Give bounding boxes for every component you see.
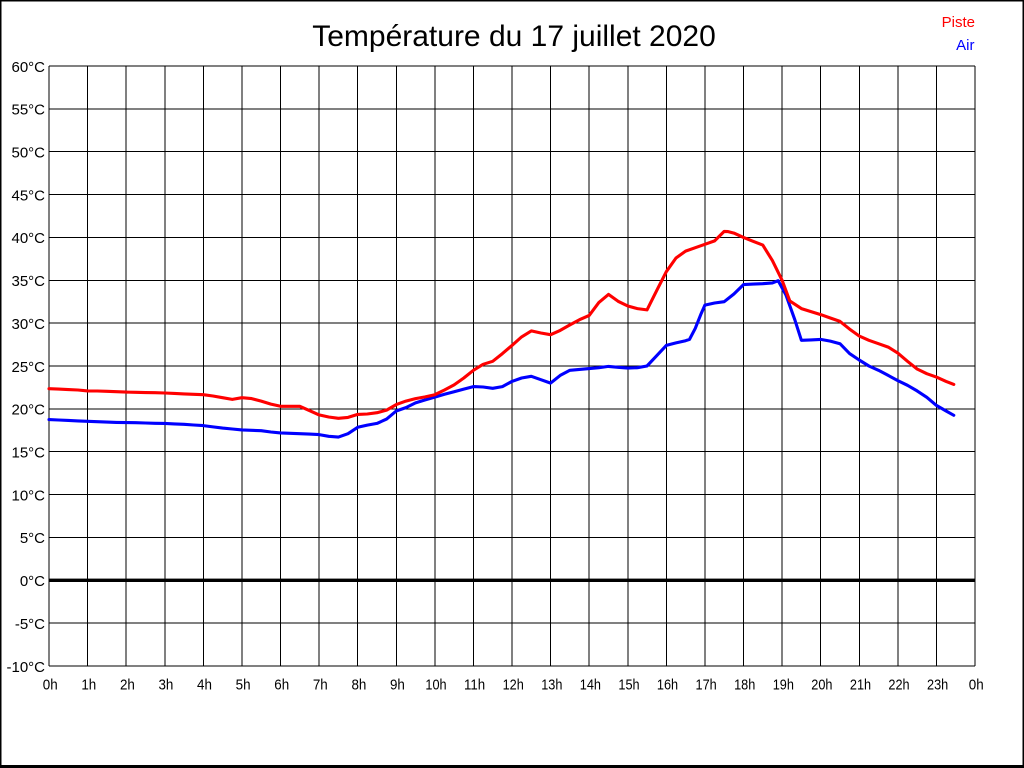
svg-text:16h: 16h bbox=[657, 676, 678, 693]
svg-text:-5°C: -5°C bbox=[15, 616, 45, 633]
svg-text:0°C: 0°C bbox=[20, 573, 45, 590]
svg-text:4h: 4h bbox=[197, 676, 212, 693]
svg-text:18h: 18h bbox=[734, 676, 755, 693]
svg-text:45°C: 45°C bbox=[11, 187, 45, 204]
svg-text:3h: 3h bbox=[158, 676, 173, 693]
svg-text:10h: 10h bbox=[425, 676, 446, 693]
svg-text:50°C: 50°C bbox=[11, 145, 45, 162]
svg-text:21h: 21h bbox=[850, 676, 871, 693]
svg-text:19h: 19h bbox=[773, 676, 794, 693]
svg-text:20h: 20h bbox=[811, 676, 832, 693]
svg-text:8h: 8h bbox=[351, 676, 366, 693]
svg-text:17h: 17h bbox=[696, 676, 717, 693]
svg-text:15°C: 15°C bbox=[11, 445, 45, 462]
svg-text:1h: 1h bbox=[81, 676, 96, 693]
svg-text:Air: Air bbox=[956, 37, 974, 54]
svg-text:11h: 11h bbox=[464, 676, 485, 693]
svg-text:55°C: 55°C bbox=[11, 102, 45, 119]
svg-text:0h: 0h bbox=[43, 676, 58, 693]
svg-text:25°C: 25°C bbox=[11, 359, 45, 376]
svg-text:Température du 17 juillet 2020: Température du 17 juillet 2020 bbox=[312, 20, 716, 53]
svg-text:40°C: 40°C bbox=[11, 230, 45, 247]
svg-text:20°C: 20°C bbox=[11, 402, 45, 419]
svg-text:-10°C: -10°C bbox=[6, 659, 45, 676]
svg-text:14h: 14h bbox=[580, 676, 601, 693]
svg-text:10°C: 10°C bbox=[11, 487, 45, 504]
svg-text:6h: 6h bbox=[274, 676, 289, 693]
svg-text:9h: 9h bbox=[390, 676, 405, 693]
svg-text:13h: 13h bbox=[541, 676, 562, 693]
svg-text:30°C: 30°C bbox=[11, 316, 45, 333]
svg-text:22h: 22h bbox=[888, 676, 909, 693]
svg-text:0h: 0h bbox=[969, 676, 984, 693]
svg-text:23h: 23h bbox=[927, 676, 948, 693]
svg-text:5°C: 5°C bbox=[20, 530, 45, 547]
svg-text:5h: 5h bbox=[236, 676, 251, 693]
svg-text:2h: 2h bbox=[120, 676, 135, 693]
svg-text:7h: 7h bbox=[313, 676, 328, 693]
svg-text:15h: 15h bbox=[618, 676, 639, 693]
svg-text:60°C: 60°C bbox=[11, 59, 45, 76]
svg-text:12h: 12h bbox=[503, 676, 524, 693]
svg-text:Piste: Piste bbox=[942, 14, 975, 31]
svg-text:35°C: 35°C bbox=[11, 273, 45, 290]
